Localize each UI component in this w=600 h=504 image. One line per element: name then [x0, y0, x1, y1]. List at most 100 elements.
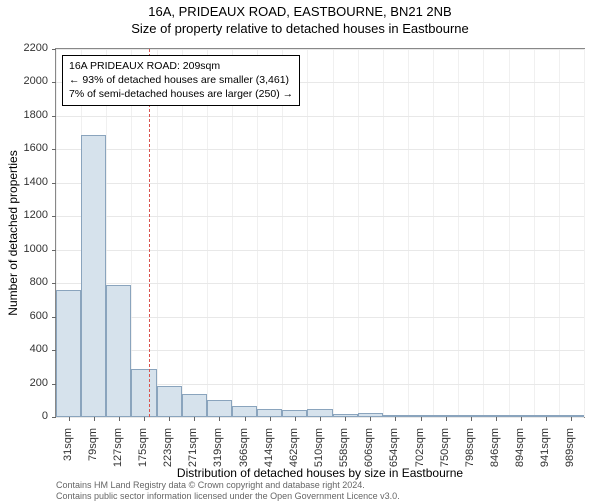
x-tick-label: 223sqm: [162, 428, 174, 478]
x-tick-mark: [471, 417, 472, 421]
gridline-v: [584, 49, 585, 417]
x-tick-label: 127sqm: [112, 428, 124, 478]
y-tick-label: 1800: [8, 109, 48, 121]
x-tick-label: 702sqm: [414, 428, 426, 478]
x-tick-mark: [270, 417, 271, 421]
x-tick-mark: [94, 417, 95, 421]
gridline-v: [534, 49, 535, 417]
y-tick-label: 200: [8, 377, 48, 389]
x-tick-mark: [295, 417, 296, 421]
y-tick-label: 1000: [8, 243, 48, 255]
gridline-v: [408, 49, 409, 417]
x-tick-label: 31sqm: [62, 428, 74, 478]
x-tick-mark: [69, 417, 70, 421]
x-tick-label: 894sqm: [514, 428, 526, 478]
gridline-v: [483, 49, 484, 417]
x-tick-label: 319sqm: [212, 428, 224, 478]
x-tick-label: 989sqm: [564, 428, 576, 478]
y-tick-mark: [52, 49, 56, 50]
x-tick-mark: [571, 417, 572, 421]
gridline-h: [56, 283, 584, 284]
y-tick-label: 1400: [8, 176, 48, 188]
y-tick-label: 0: [8, 410, 48, 422]
chart-container: Number of detached properties 16A PRIDEA…: [55, 48, 585, 418]
footer-line2: Contains public sector information licen…: [56, 491, 400, 502]
gridline-v: [358, 49, 359, 417]
x-tick-mark: [446, 417, 447, 421]
histogram-bar: [157, 386, 182, 417]
x-tick-mark: [119, 417, 120, 421]
info-line2: ← 93% of detached houses are smaller (3,…: [69, 73, 293, 87]
x-tick-label: 510sqm: [313, 428, 325, 478]
x-tick-mark: [496, 417, 497, 421]
x-tick-mark: [546, 417, 547, 421]
x-tick-mark: [320, 417, 321, 421]
info-line3: 7% of semi-detached houses are larger (2…: [69, 87, 293, 101]
gridline-h: [56, 216, 584, 217]
gridline-h: [56, 149, 584, 150]
histogram-bar: [56, 290, 81, 417]
x-tick-mark: [395, 417, 396, 421]
x-tick-label: 558sqm: [338, 428, 350, 478]
y-tick-label: 600: [8, 310, 48, 322]
gridline-v: [383, 49, 384, 417]
x-tick-mark: [521, 417, 522, 421]
gridline-h: [56, 350, 584, 351]
histogram-bar: [307, 409, 332, 417]
y-tick-mark: [52, 250, 56, 251]
histogram-bar: [257, 409, 282, 417]
gridline-h: [56, 183, 584, 184]
histogram-bar: [282, 410, 307, 417]
y-tick-mark: [52, 283, 56, 284]
gridline-h: [56, 317, 584, 318]
y-tick-label: 800: [8, 276, 48, 288]
y-tick-mark: [52, 149, 56, 150]
gridline-v: [458, 49, 459, 417]
x-tick-mark: [194, 417, 195, 421]
x-tick-label: 798sqm: [464, 428, 476, 478]
gridline-v: [509, 49, 510, 417]
x-tick-label: 606sqm: [363, 428, 375, 478]
x-tick-mark: [245, 417, 246, 421]
page-subtitle: Size of property relative to detached ho…: [0, 21, 600, 36]
gridline-h: [56, 250, 584, 251]
gridline-v: [307, 49, 308, 417]
y-tick-label: 1200: [8, 209, 48, 221]
footer-line1: Contains HM Land Registry data © Crown c…: [56, 480, 400, 491]
plot-area: 16A PRIDEAUX ROAD: 209sqm← 93% of detach…: [55, 48, 585, 418]
y-tick-mark: [52, 82, 56, 83]
histogram-bar: [232, 406, 257, 417]
y-tick-label: 2200: [8, 42, 48, 54]
y-tick-mark: [52, 417, 56, 418]
gridline-v: [333, 49, 334, 417]
x-tick-mark: [219, 417, 220, 421]
y-tick-mark: [52, 116, 56, 117]
y-tick-label: 2000: [8, 75, 48, 87]
gridline-h: [56, 49, 584, 50]
y-tick-mark: [52, 216, 56, 217]
histogram-bar: [106, 285, 131, 417]
x-tick-label: 846sqm: [489, 428, 501, 478]
info-line1: 16A PRIDEAUX ROAD: 209sqm: [69, 59, 293, 73]
histogram-bar: [182, 394, 207, 417]
x-tick-label: 462sqm: [288, 428, 300, 478]
histogram-bar: [207, 400, 232, 417]
x-tick-label: 175sqm: [137, 428, 149, 478]
x-tick-label: 750sqm: [439, 428, 451, 478]
histogram-bar: [131, 369, 156, 418]
x-tick-label: 366sqm: [238, 428, 250, 478]
y-tick-label: 1600: [8, 142, 48, 154]
x-tick-mark: [370, 417, 371, 421]
x-tick-label: 79sqm: [87, 428, 99, 478]
gridline-v: [433, 49, 434, 417]
histogram-bar: [81, 135, 106, 417]
gridline-h: [56, 116, 584, 117]
page-title-address: 16A, PRIDEAUX ROAD, EASTBOURNE, BN21 2NB: [0, 4, 600, 19]
x-tick-label: 941sqm: [539, 428, 551, 478]
x-tick-mark: [345, 417, 346, 421]
x-tick-label: 654sqm: [388, 428, 400, 478]
y-tick-mark: [52, 183, 56, 184]
x-tick-mark: [169, 417, 170, 421]
x-tick-label: 271sqm: [187, 428, 199, 478]
gridline-v: [559, 49, 560, 417]
